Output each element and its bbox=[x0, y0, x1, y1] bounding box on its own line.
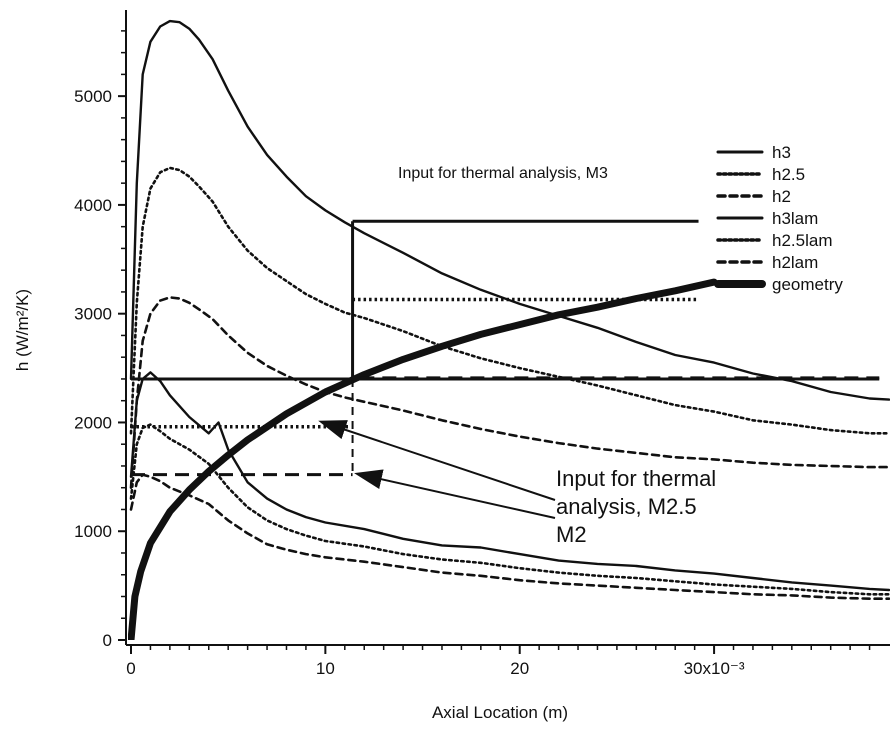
legend-label: h3 bbox=[772, 143, 791, 162]
legend: h3 h2.5 h2 h3lam h2.5lam h2lam geometry bbox=[714, 143, 843, 294]
y-tick-label: 3000 bbox=[74, 305, 112, 324]
series-line-h3lam bbox=[129, 371, 890, 592]
x-tick-label: 10 bbox=[316, 659, 335, 678]
y-axis-title: h (W/m²/K) bbox=[13, 289, 32, 371]
x-tick-label: 20 bbox=[510, 659, 529, 678]
legend-label: h2.5 bbox=[772, 165, 805, 184]
series-line-h3 bbox=[129, 19, 890, 401]
series-line-geometry bbox=[128, 278, 718, 640]
annotation-group: Input for thermal analysis, M3 Input for … bbox=[131, 165, 880, 547]
y-tick-label: 0 bbox=[103, 631, 112, 650]
y-tick-label: 2000 bbox=[74, 413, 112, 432]
legend-label: h3lam bbox=[772, 209, 818, 228]
series-line-h2lam bbox=[129, 473, 890, 600]
m3-annotation: Input for thermal analysis, M3 bbox=[398, 165, 608, 182]
y-tick-label: 4000 bbox=[74, 196, 112, 215]
m25-annotation-line1: Input for thermal bbox=[556, 466, 716, 491]
series-line-h2-5 bbox=[129, 166, 890, 435]
y-tick-label: 5000 bbox=[74, 87, 112, 106]
m2-annotation: M2 bbox=[556, 522, 587, 547]
legend-label: h2.5lam bbox=[772, 231, 832, 250]
legend-label: geometry bbox=[772, 275, 843, 294]
legend-label: h2lam bbox=[772, 253, 818, 272]
m25-arrow bbox=[318, 420, 556, 501]
x-tick-label: 30x10⁻³ bbox=[684, 659, 745, 678]
series-group bbox=[128, 19, 890, 640]
series-line-h2 bbox=[129, 296, 890, 489]
axes-group: 0 1000 2000 3000 4000 5000 0 10 20 30x10⁻³ Axial L… bbox=[13, 10, 890, 722]
x-tick-label: 0 bbox=[126, 659, 135, 678]
y-tick-label: 1000 bbox=[74, 522, 112, 541]
m25-annotation-line2: analysis, M2.5 bbox=[556, 494, 697, 519]
legend-label: h2 bbox=[772, 187, 791, 206]
x-axis-title: Axial Location (m) bbox=[432, 703, 568, 722]
m2-arrow bbox=[354, 469, 556, 519]
series-line-h2-5lam bbox=[129, 423, 890, 596]
